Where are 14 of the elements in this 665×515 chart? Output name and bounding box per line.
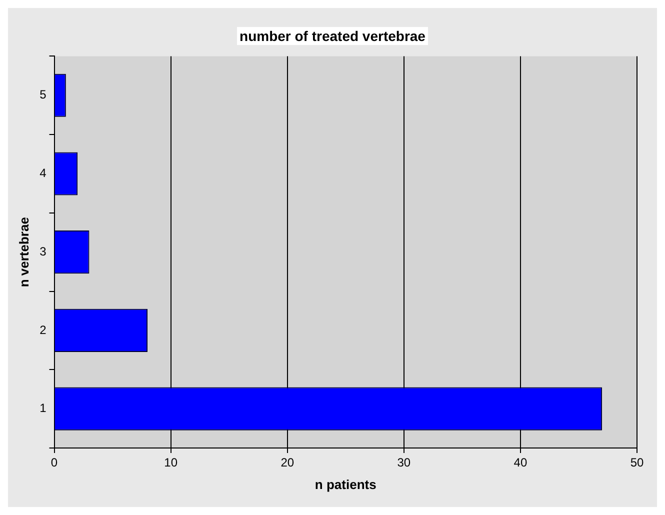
x-tick-label: 0 [50, 456, 58, 470]
x-tick-label: 30 [397, 456, 411, 470]
x-tick-label: 40 [514, 456, 528, 470]
chart-title: number of treated vertebrae [236, 27, 428, 45]
x-tick-label: 20 [280, 456, 294, 470]
x-tick-label: 10 [164, 456, 178, 470]
y-tick-label: 3 [40, 244, 47, 258]
y-tick-label: 2 [40, 322, 47, 337]
y-axis-title: n vertebrae [16, 217, 32, 288]
y-tick-label: 5 [40, 88, 47, 102]
x-axis-title: n patients [314, 476, 376, 492]
y-tick-label: 1 [40, 401, 47, 416]
x-tick-label: 50 [630, 456, 644, 470]
y-tick-label: 4 [40, 166, 47, 180]
